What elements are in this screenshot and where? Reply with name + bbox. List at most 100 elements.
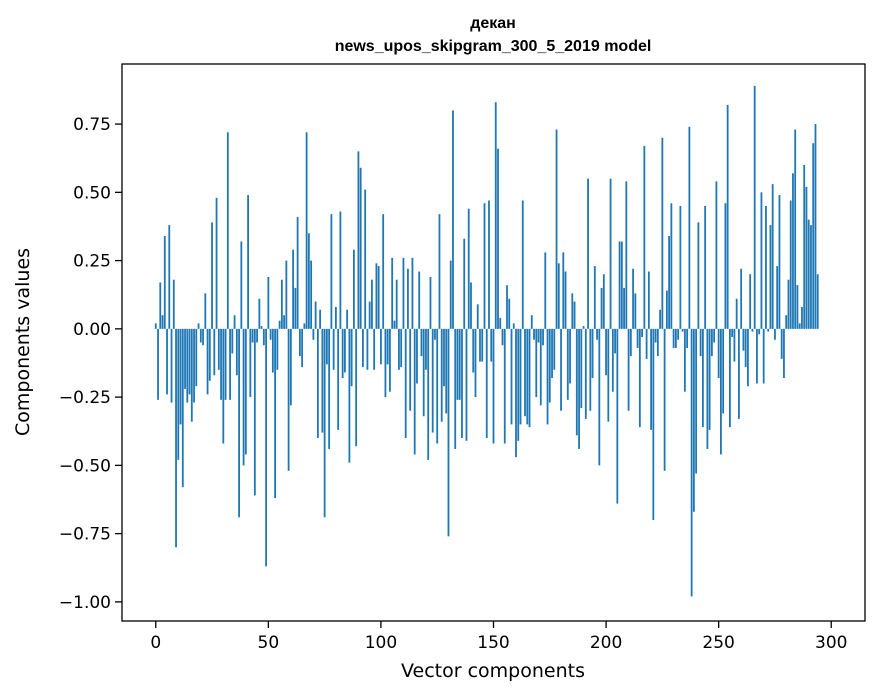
bar: [488, 200, 490, 329]
bar: [753, 85, 756, 329]
bar: [528, 328, 531, 428]
bar: [521, 200, 524, 329]
bar: [717, 328, 720, 378]
bar: [659, 309, 662, 329]
bar: [386, 328, 389, 365]
y-tick-label: 0.75: [73, 115, 111, 135]
bar: [389, 328, 391, 392]
bar: [780, 328, 783, 359]
bar: [364, 189, 367, 329]
bar: [533, 328, 535, 340]
bar: [636, 328, 639, 348]
bar: [607, 328, 610, 422]
bar: [582, 326, 585, 329]
bar: [708, 328, 711, 430]
bar: [407, 268, 409, 329]
bar: [508, 298, 511, 329]
bar: [436, 328, 439, 444]
bar: [724, 203, 727, 329]
bar: [479, 328, 481, 362]
chart-title-line1: декан: [470, 15, 516, 32]
bar: [650, 328, 653, 430]
bar: [163, 236, 166, 329]
bar: [629, 328, 632, 357]
bar: [539, 328, 542, 406]
x-tick-label: 50: [258, 633, 280, 653]
bar: [715, 181, 718, 329]
y-tick-label: 0.25: [73, 252, 111, 272]
bar: [699, 328, 702, 357]
bar: [472, 328, 475, 373]
bar: [456, 328, 459, 400]
bar: [337, 328, 340, 430]
bar: [575, 328, 578, 436]
bar: [553, 328, 556, 370]
x-axis-ticks: 0 50 100 150 200 250 300: [150, 621, 847, 653]
bar: [307, 233, 310, 329]
bar: [695, 328, 698, 474]
bar: [476, 304, 479, 329]
bar: [229, 328, 231, 400]
bar: [334, 307, 337, 329]
bar: [303, 323, 306, 329]
x-axis-label: Vector components: [401, 660, 585, 682]
bar: [249, 328, 252, 398]
bar: [274, 328, 277, 499]
bar: [701, 328, 704, 428]
bar: [325, 328, 328, 365]
bar: [276, 328, 279, 370]
bar: [447, 328, 450, 537]
bar: [632, 268, 634, 329]
bar: [591, 328, 594, 378]
bar: [411, 257, 414, 329]
bar: [215, 197, 218, 329]
bar: [749, 274, 752, 329]
bar: [670, 203, 673, 329]
bar: [735, 298, 738, 329]
y-tick-label: 0.50: [73, 183, 111, 203]
bar: [213, 328, 216, 376]
bar: [634, 293, 637, 329]
bar: [517, 328, 520, 441]
bar: [188, 328, 191, 395]
bar: [706, 328, 709, 449]
bar: [731, 328, 734, 338]
bar: [206, 328, 209, 395]
bar: [312, 328, 315, 340]
bar: [726, 104, 729, 329]
bar: [537, 328, 540, 343]
bar: [571, 293, 574, 329]
bar: [339, 211, 342, 329]
bar: [260, 326, 263, 329]
y-tick-label: −0.50: [59, 456, 111, 476]
bar: [587, 178, 589, 329]
bar: [296, 216, 299, 329]
bar: [301, 328, 304, 368]
y-tick-label: −0.75: [59, 525, 111, 545]
bar: [661, 137, 664, 329]
bar: [470, 282, 472, 329]
bar: [812, 143, 815, 329]
bar: [177, 328, 180, 460]
bar: [242, 328, 245, 466]
bar: [168, 225, 171, 329]
bar: [429, 276, 432, 329]
bar: [771, 184, 774, 329]
bar: [697, 222, 700, 329]
bar: [204, 293, 207, 329]
bar: [438, 214, 441, 329]
bar: [321, 328, 324, 433]
bar: [461, 328, 463, 439]
bar: [546, 328, 549, 425]
bar: [384, 328, 387, 398]
bar: [506, 285, 508, 329]
bar: [382, 214, 385, 329]
bar: [656, 328, 659, 357]
bar: [618, 241, 621, 329]
bar: [713, 328, 716, 343]
bar: [332, 328, 335, 370]
plot-frame: [121, 63, 866, 622]
bar: [778, 195, 781, 329]
bar: [483, 203, 486, 329]
